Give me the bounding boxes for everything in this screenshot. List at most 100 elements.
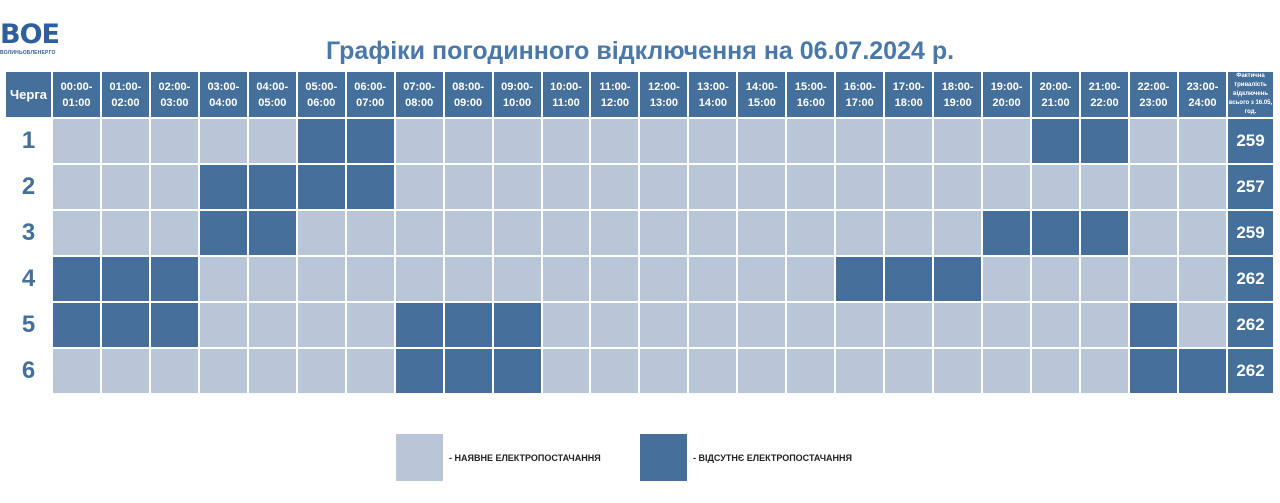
hour-cell-powered	[1178, 119, 1226, 163]
hour-cell-powered	[150, 211, 198, 255]
hour-cell-outage	[395, 349, 443, 393]
hour-cell-powered	[1032, 303, 1080, 347]
hour-cell-powered	[53, 211, 100, 255]
hour-cell-outage	[1129, 303, 1177, 347]
hour-cell-powered	[346, 303, 394, 347]
header-row: Черга 00:00-01:00 01:00-02:00 02:00-03:00 0…	[6, 72, 1273, 117]
queue-header: Черга	[6, 72, 51, 117]
hour-cell-powered	[591, 303, 639, 347]
hour-cell-powered	[885, 165, 933, 209]
hour-cell-outage	[983, 211, 1031, 255]
hour-header: 01:00-02:00	[101, 72, 149, 117]
hour-cell-powered	[1178, 211, 1226, 255]
hour-header: 02:00-03:00	[150, 72, 198, 117]
hour-cell-powered	[689, 211, 737, 255]
hour-cell-outage	[101, 303, 149, 347]
hour-cell-powered	[542, 211, 590, 255]
hour-cell-powered	[591, 211, 639, 255]
legend-swatch-off	[640, 434, 687, 481]
hour-header: 21:00-22:00	[1081, 72, 1128, 117]
hour-cell-outage	[346, 119, 394, 163]
hour-cell-powered	[689, 303, 737, 347]
hour-cell-powered	[1129, 257, 1177, 301]
queue-number: 2	[6, 165, 51, 209]
hour-cell-powered	[346, 257, 394, 301]
hour-cell-outage	[150, 303, 198, 347]
hour-cell-powered	[542, 165, 590, 209]
total-header: Фактична тривалість відключень всього з …	[1228, 72, 1273, 117]
legend-swatch-on	[396, 434, 443, 481]
queue-row: 5 262	[6, 303, 1273, 347]
total-hours: 259	[1228, 119, 1273, 163]
hour-cell-powered	[248, 257, 296, 301]
hour-cell-powered	[395, 257, 443, 301]
hour-cell-powered	[1081, 257, 1128, 301]
hour-cell-powered	[689, 165, 737, 209]
hour-cell-powered	[640, 303, 688, 347]
hour-cell-powered	[53, 165, 100, 209]
hour-cell-powered	[640, 349, 688, 393]
hour-header: 17:00-18:00	[885, 72, 933, 117]
hour-cell-powered	[591, 349, 639, 393]
hour-cell-powered	[885, 119, 933, 163]
legend-power-on: - НАЯВНЕ ЕЛЕКТРОПОСТАЧАННЯ	[396, 434, 601, 481]
legend-label-on: - НАЯВНЕ ЕЛЕКТРОПОСТАЧАННЯ	[449, 452, 601, 463]
hour-cell-powered	[493, 119, 541, 163]
outage-schedule-table: Черга 00:00-01:00 01:00-02:00 02:00-03:00 0…	[4, 70, 1275, 395]
hour-cell-powered	[934, 303, 982, 347]
hour-cell-outage	[1081, 119, 1128, 163]
hour-cell-powered	[199, 119, 247, 163]
hour-cell-powered	[542, 257, 590, 301]
queue-number: 6	[6, 349, 51, 393]
hour-cell-powered	[787, 119, 835, 163]
total-hours: 262	[1228, 257, 1273, 301]
hour-cell-powered	[885, 349, 933, 393]
legend-power-off: - ВІДСУТНЄ ЕЛЕКТРОПОСТАЧАННЯ	[640, 434, 852, 481]
hour-cell-outage	[297, 165, 345, 209]
hour-cell-powered	[689, 257, 737, 301]
hour-cell-powered	[591, 165, 639, 209]
hour-cell-powered	[395, 165, 443, 209]
hour-cell-powered	[738, 119, 786, 163]
hour-cell-outage	[493, 349, 541, 393]
hour-cell-powered	[297, 257, 345, 301]
hour-cell-powered	[53, 119, 100, 163]
hour-cell-powered	[738, 257, 786, 301]
hour-header: 06:00-07:00	[346, 72, 394, 117]
hour-cell-powered	[199, 349, 247, 393]
hour-cell-powered	[297, 211, 345, 255]
queue-number: 3	[6, 211, 51, 255]
hour-cell-powered	[493, 211, 541, 255]
hour-cell-outage	[150, 257, 198, 301]
hour-cell-powered	[199, 257, 247, 301]
hour-cell-powered	[1178, 165, 1226, 209]
hour-header: 22:00-23:00	[1129, 72, 1177, 117]
hour-cell-powered	[297, 349, 345, 393]
hour-cell-powered	[1081, 303, 1128, 347]
hour-cell-powered	[248, 303, 296, 347]
hour-cell-outage	[199, 211, 247, 255]
hour-cell-powered	[1129, 119, 1177, 163]
legend-label-off: - ВІДСУТНЄ ЕЛЕКТРОПОСТАЧАННЯ	[693, 452, 852, 463]
hour-cell-powered	[934, 165, 982, 209]
hour-cell-outage	[248, 165, 296, 209]
hour-cell-powered	[836, 165, 884, 209]
hour-cell-outage	[53, 303, 100, 347]
hour-cell-powered	[346, 211, 394, 255]
hour-cell-powered	[983, 303, 1031, 347]
hour-cell-outage	[1032, 119, 1080, 163]
hour-header: 05:00-06:00	[297, 72, 345, 117]
hour-cell-powered	[738, 211, 786, 255]
logo-subtitle: ВОЛИНЬОБЛЕНЕРГО	[0, 50, 56, 56]
hour-cell-outage	[1129, 349, 1177, 393]
hour-cell-powered	[444, 165, 492, 209]
company-logo: ВОЕ ВОЛИНЬОБЛЕНЕРГО	[0, 20, 62, 60]
queue-number: 4	[6, 257, 51, 301]
hour-cell-powered	[101, 211, 149, 255]
hour-cell-powered	[150, 119, 198, 163]
hour-cell-outage	[248, 211, 296, 255]
hour-cell-outage	[1081, 211, 1128, 255]
hour-header: 19:00-20:00	[983, 72, 1031, 117]
hour-cell-powered	[199, 303, 247, 347]
hour-cell-outage	[444, 303, 492, 347]
